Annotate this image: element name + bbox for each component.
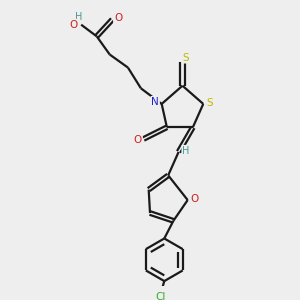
Text: O: O: [114, 13, 122, 23]
Text: N: N: [151, 97, 159, 107]
Text: Cl: Cl: [155, 292, 166, 300]
Text: S: S: [206, 98, 213, 108]
Text: S: S: [182, 53, 189, 63]
Text: O: O: [191, 194, 199, 204]
Text: O: O: [69, 20, 77, 30]
Text: H: H: [75, 12, 83, 22]
Text: O: O: [134, 135, 142, 145]
Text: H: H: [182, 146, 190, 156]
